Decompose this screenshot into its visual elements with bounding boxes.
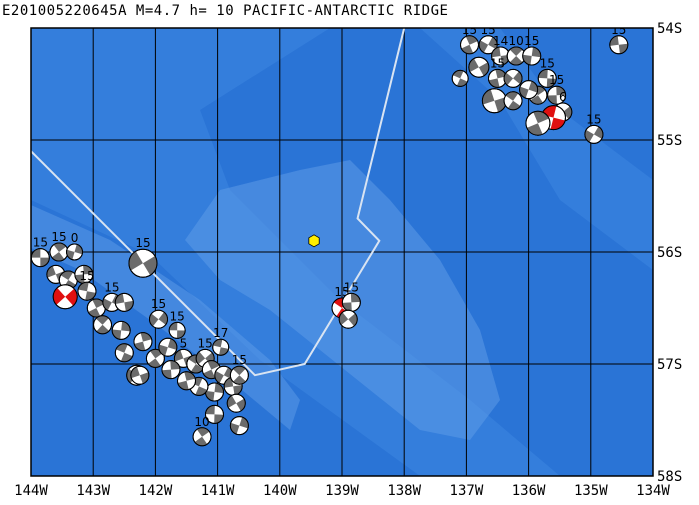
longitude-label: 139W xyxy=(325,483,359,499)
mechanism-depth-label: 15 xyxy=(170,309,185,323)
focal-mechanism-beachball: 15 xyxy=(609,23,629,55)
mechanism-depth-label: 15 xyxy=(611,23,626,37)
longitude-label: 134W xyxy=(636,483,670,499)
latitude-label: 54S xyxy=(657,21,682,37)
focal-mechanism-beachball xyxy=(114,343,134,363)
focal-mechanism-beachball xyxy=(226,393,246,413)
focal-mechanism-beachball xyxy=(503,91,523,111)
focal-mechanism-beachball xyxy=(86,298,106,318)
focal-mechanism-beachball: 15 xyxy=(537,56,557,88)
focal-mechanism-beachball: 15 xyxy=(128,236,158,278)
mechanism-depth-label: 15 xyxy=(540,56,555,70)
longitude-label: 138W xyxy=(387,483,421,499)
focal-mechanism-beachball: 14 xyxy=(491,34,511,66)
latitude-label: 55S xyxy=(657,133,682,149)
mechanism-depth-label: 0 xyxy=(71,231,79,245)
focal-mechanism-beachball: 15 xyxy=(341,280,361,312)
focal-mechanism-beachball xyxy=(451,69,469,87)
mechanism-depth-label: 15 xyxy=(232,353,247,367)
focal-mechanism-beachball xyxy=(177,371,196,391)
mechanism-depth-label: 10 xyxy=(194,415,209,429)
focal-mechanism-beachball xyxy=(114,292,134,312)
longitude-label: 142W xyxy=(139,483,173,499)
focal-mechanism-beachball xyxy=(130,365,150,385)
map-title: E201005220645A M=4.7 h= 10 PACIFIC-ANTAR… xyxy=(2,3,449,19)
mechanism-depth-label: 6 xyxy=(559,90,567,104)
focal-mechanism-beachball xyxy=(481,88,507,114)
mechanism-depth-label: 15 xyxy=(33,236,48,250)
latitude-label: 56S xyxy=(657,245,682,261)
longitude-label: 135W xyxy=(574,483,608,499)
mechanism-depth-label: 15 xyxy=(462,23,477,37)
focal-mechanism-beachball xyxy=(111,320,131,340)
focal-mechanism-beachball: 0 xyxy=(66,231,84,261)
mechanism-depth-label: 15 xyxy=(79,269,94,283)
mechanism-depth-label: 15 xyxy=(198,336,213,350)
mechanism-depth-label: 15 xyxy=(481,23,496,37)
focal-mechanism-beachball xyxy=(468,56,490,78)
mechanism-depth-label: 10 xyxy=(509,34,524,48)
focal-mechanism-beachball xyxy=(52,284,78,310)
mechanism-depth-label: 15 xyxy=(490,56,505,70)
focal-mechanism-beachball: 15 xyxy=(49,230,69,262)
focal-mechanism-beachball xyxy=(133,332,153,352)
mechanism-depth-label: 17 xyxy=(213,326,228,340)
latitude-label: 58S xyxy=(657,469,682,485)
hexagon-event-icon xyxy=(308,234,320,248)
focal-mechanism-beachball xyxy=(338,309,358,329)
focal-mechanism-beachball xyxy=(519,80,539,100)
mechanism-depth-label: 5 xyxy=(180,336,188,350)
focal-mechanism-beachball xyxy=(204,382,224,402)
mechanism-depth-label: 15 xyxy=(104,280,119,294)
focal-mechanism-beachball xyxy=(525,110,551,136)
focal-mechanism-beachball xyxy=(161,360,181,380)
mechanism-depth-label: 15 xyxy=(135,236,150,250)
focal-mechanism-beachball: 10 xyxy=(192,415,212,447)
latitude-labels: 54S 55S 56S 57S 58S xyxy=(657,21,682,485)
mechanism-depth-label: 15 xyxy=(51,230,66,244)
longitude-labels: 144W 143W 142W 141W 140W 139W 138W 137W 136W 135W… xyxy=(14,483,670,499)
lat-lon-grid xyxy=(31,28,653,476)
focal-mechanism-beachball: 15 xyxy=(229,353,249,385)
mechanism-depth-label: 15 xyxy=(344,280,359,294)
focal-mechanism-beachball: 15 xyxy=(460,23,480,55)
focal-mechanism-beachball: 17 xyxy=(212,326,230,356)
focal-mechanism-beachball xyxy=(93,315,113,335)
focal-mechanism-beachball: 15 xyxy=(149,297,169,329)
focal-mechanism-beachball xyxy=(204,404,224,424)
mechanism-depth-label: 15 xyxy=(524,34,539,48)
longitude-label: 143W xyxy=(76,483,110,499)
longitude-label: 137W xyxy=(450,483,484,499)
mechanism-depth-label: 15 xyxy=(151,297,166,311)
focal-mechanism-beachball: 15 xyxy=(31,236,50,268)
focal-mechanism-beachball: 15 xyxy=(547,73,567,105)
mechanism-depth-label: 14 xyxy=(493,34,508,48)
focal-mechanism-beachball xyxy=(158,337,178,357)
focal-mechanism-beachball xyxy=(229,416,249,436)
focal-mechanism-beachball: 15 xyxy=(488,56,507,88)
mechanism-depth-label: 15 xyxy=(586,112,601,126)
focal-mechanism-beachball xyxy=(74,264,94,284)
focal-mechanism-beachball xyxy=(503,68,523,88)
focal-mechanism-beachball: 10 xyxy=(506,34,526,66)
map-frame xyxy=(30,27,654,477)
mechanism-depth-label: 15 xyxy=(549,73,564,87)
longitude-label: 144W xyxy=(14,483,48,499)
longitude-label: 141W xyxy=(201,483,235,499)
focal-mechanism-beachball: 15 xyxy=(77,269,97,301)
focal-mechanism-beachball: 15 xyxy=(522,34,542,66)
focal-mechanism-beachball: 15 xyxy=(478,23,498,55)
longitude-label: 136W xyxy=(512,483,546,499)
longitude-label: 140W xyxy=(263,483,297,499)
focal-mechanism-beachball: 15 xyxy=(584,112,604,144)
latitude-label: 57S xyxy=(657,357,682,373)
focal-mechanism-beachball: 15 xyxy=(168,309,186,339)
